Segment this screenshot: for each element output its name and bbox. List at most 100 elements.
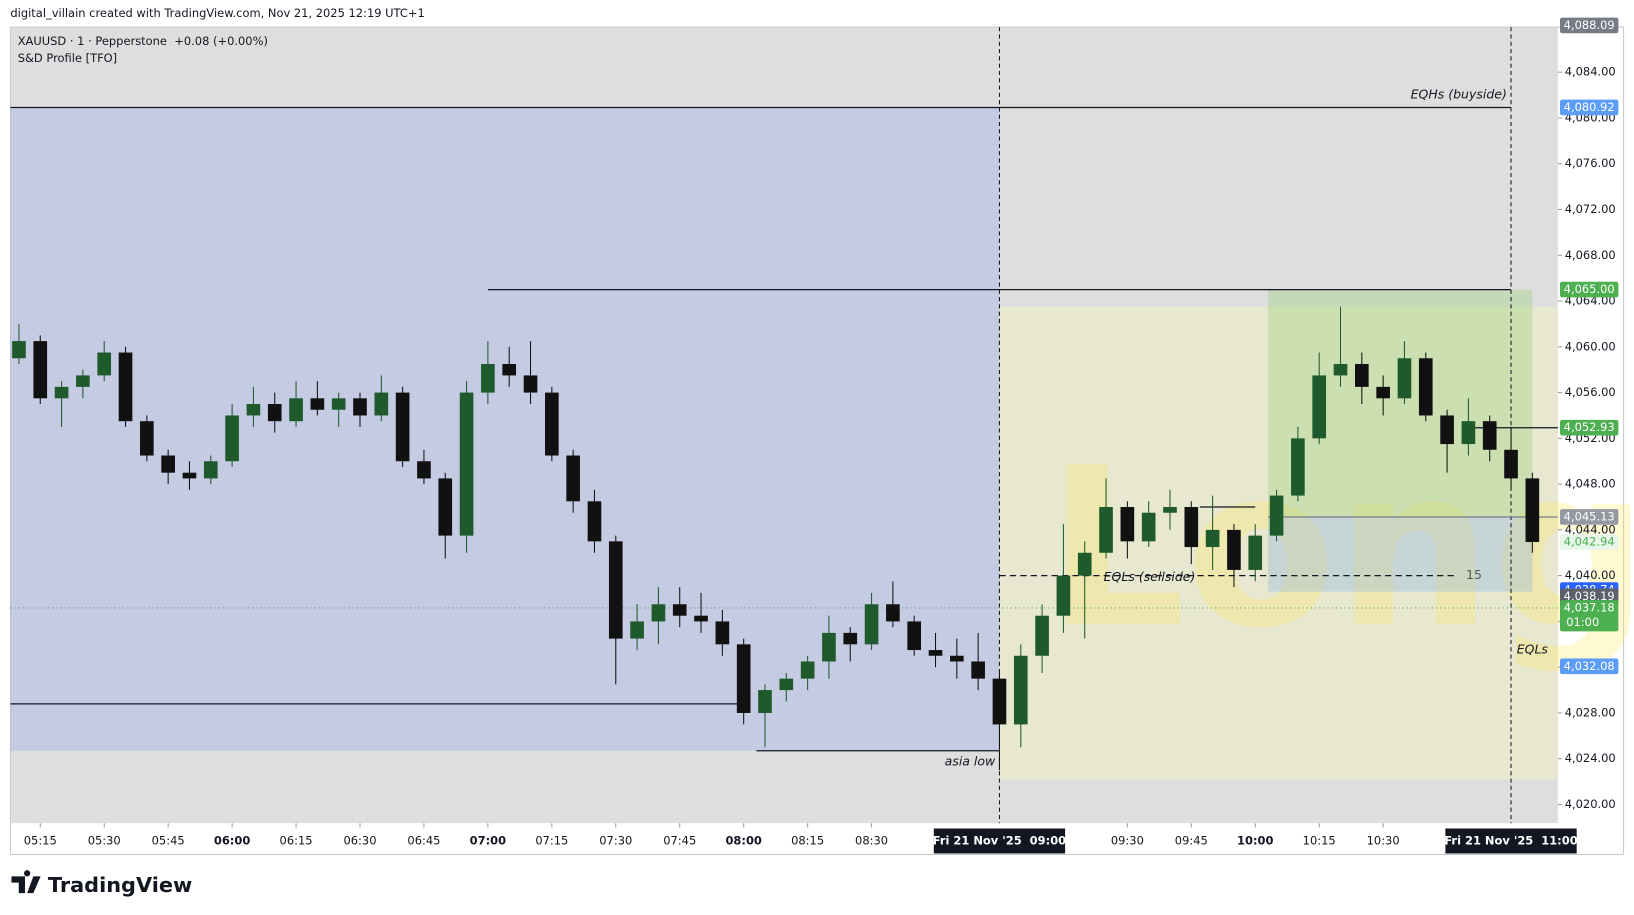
candle-body: [481, 363, 495, 393]
chart-border: [9, 26, 1625, 856]
candle-body: [779, 678, 794, 691]
candle-body: [331, 398, 346, 410]
candle-body: [12, 341, 26, 359]
candle-body: [992, 678, 1007, 725]
candle-body: [97, 352, 112, 376]
level-label: EQHs (buyside): [1411, 86, 1507, 101]
candle-body: [140, 421, 154, 456]
candle-body: [1397, 358, 1412, 399]
watermark: Long: [1046, 421, 1634, 676]
candle-body: [417, 461, 431, 479]
x-tick-label: 10:00: [1237, 833, 1273, 847]
y-tick-label: 4,028.00: [1565, 705, 1616, 719]
plot-area: Long EQHs (buyside) asia low EQLs (sellside…: [10, 27, 1634, 824]
candle-body: [1482, 421, 1497, 450]
candle-body: [630, 621, 644, 639]
time-badge-label: Fri 21 Nov '25 09:00: [933, 833, 1066, 847]
candle-body: [1376, 386, 1390, 399]
candle-body: [246, 404, 261, 416]
candle-body: [353, 398, 367, 416]
time-badge: [933, 828, 1066, 854]
x-tick-label: 06:45: [407, 833, 440, 847]
candle-body: [907, 621, 922, 651]
candle-body: [1291, 438, 1305, 496]
candle-body: [971, 661, 985, 679]
candle-body: [54, 386, 69, 399]
price-badge-label: 4,042.94: [1564, 535, 1615, 549]
candle-body: [182, 472, 197, 479]
candle-body: [587, 501, 602, 542]
candle-body: [758, 690, 772, 713]
price-badge: [1560, 509, 1619, 525]
candle-body: [651, 604, 666, 622]
candle-body: [502, 363, 517, 376]
price-badge-label: 4,065.00: [1564, 282, 1615, 296]
price-badge: [1560, 534, 1619, 550]
price-badge-label: 4,037.18: [1564, 600, 1615, 614]
y-tick-label: 4,072.00: [1565, 202, 1616, 216]
indicator-name: S&D Profile [TFO]: [18, 51, 117, 65]
price-axis: [1557, 27, 1624, 855]
y-tick-label: 4,020.00: [1565, 797, 1616, 811]
y-tick-label: 4,048.00: [1565, 477, 1616, 491]
price-badge: [1560, 600, 1619, 632]
level-label: EQLs (sellside): [1104, 569, 1196, 584]
y-tick-label: 4,076.00: [1565, 156, 1616, 170]
candle-body: [608, 541, 623, 639]
symbol-info: XAUUSD · 1 · Pepperstone +0.08 (+0.00%): [18, 34, 268, 48]
candle-body: [1056, 575, 1071, 616]
y-tick-label: 4,040.00: [1565, 568, 1616, 582]
price-badge-label: 4,045.13: [1564, 509, 1615, 523]
candle-body: [1418, 358, 1433, 416]
level-label: asia low: [945, 754, 996, 769]
zone: [1268, 516, 1533, 592]
credit: digital_villain created with TradingView…: [10, 6, 424, 20]
x-tick-label: 06:00: [214, 833, 250, 847]
candle-body: [76, 375, 90, 387]
candle-body: [545, 392, 559, 456]
candle-body: [289, 398, 303, 422]
price-badge: [1560, 17, 1619, 34]
candle-body: [1163, 507, 1177, 513]
candle-body: [1227, 529, 1241, 570]
candle-body: [459, 392, 474, 536]
logo-mark: [11, 870, 41, 894]
logo-text: TradingView: [48, 873, 192, 897]
candle-body: [1269, 495, 1284, 536]
candle-body: [1440, 415, 1454, 445]
price-badge: [1560, 658, 1619, 675]
y-tick-label: 4,084.00: [1565, 65, 1616, 79]
candle-body: [1184, 507, 1199, 548]
candle-body: [886, 604, 900, 622]
level-count: 15: [1466, 567, 1482, 582]
candle-body: [672, 604, 687, 616]
x-tick-label: 07:45: [663, 833, 696, 847]
candle-body: [1312, 375, 1327, 439]
price-badge-label: 4,032.08: [1564, 659, 1615, 673]
x-tick-label: 10:30: [1367, 833, 1400, 847]
x-tick-label: 07:30: [599, 833, 632, 847]
x-tick-label: 08:15: [791, 833, 824, 847]
candle-body: [715, 621, 730, 645]
candle-body: [800, 661, 815, 679]
y-tick-label: 4,068.00: [1565, 248, 1616, 262]
candle-body: [822, 632, 836, 662]
candle-body: [225, 415, 239, 462]
annotation: EQLs: [1517, 642, 1549, 657]
candle-body: [310, 398, 325, 410]
x-tick-label: 08:30: [855, 833, 888, 847]
candle-body: [950, 655, 964, 662]
candle-body: [267, 404, 282, 422]
time-axis: [10, 823, 1558, 855]
candle-body: [1355, 363, 1369, 387]
candle-body: [1013, 655, 1028, 725]
candle-body: [694, 615, 708, 622]
x-tick-label: 05:45: [152, 833, 185, 847]
x-tick-label: 06:15: [280, 833, 313, 847]
candle-body: [1035, 615, 1049, 656]
price-badge: [1560, 99, 1619, 116]
x-tick-label: 09:45: [1175, 833, 1208, 847]
x-tick-label: 07:00: [470, 833, 506, 847]
candle-body: [1205, 529, 1220, 548]
